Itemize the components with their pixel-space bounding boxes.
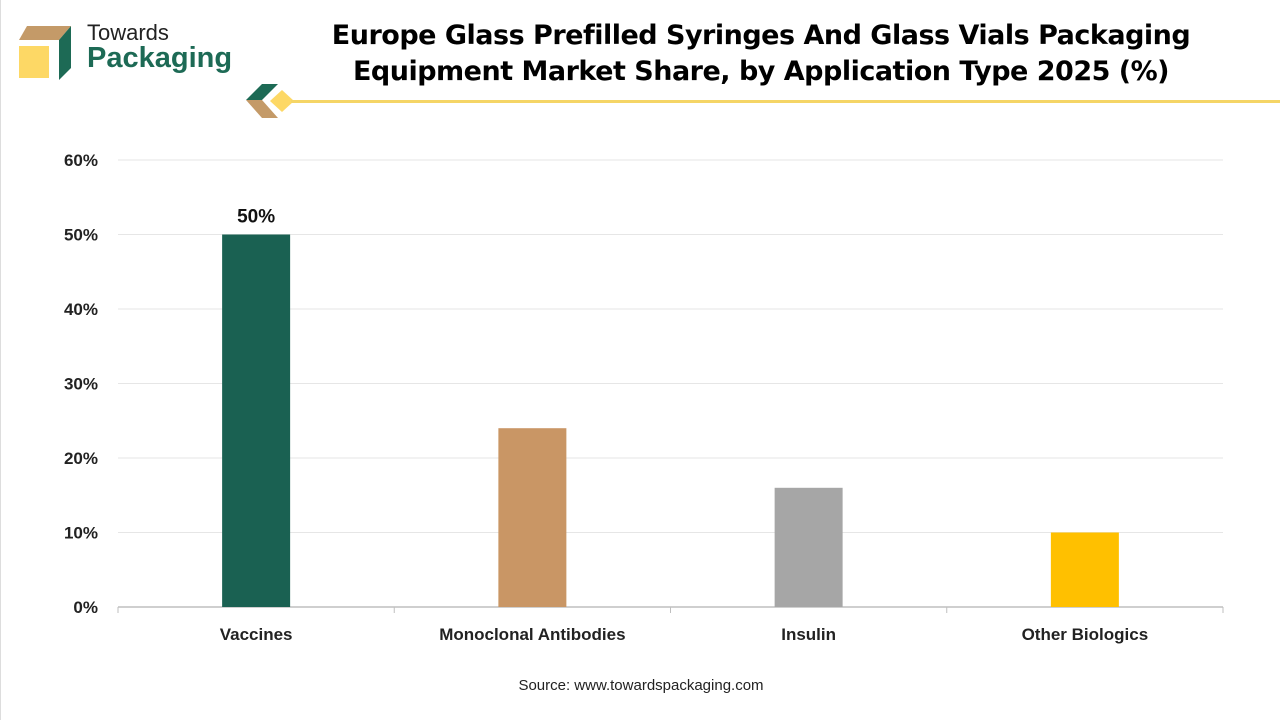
data-label: 50%	[237, 207, 275, 228]
bar-monoclonal-antibodies	[498, 428, 567, 607]
title-rule	[291, 100, 1280, 103]
y-tick-label: 60%	[64, 151, 98, 170]
y-tick-label: 50%	[64, 226, 98, 245]
x-tick-label: Insulin	[781, 625, 836, 644]
x-tick-label: Vaccines	[220, 625, 293, 644]
x-tick-label: Monoclonal Antibodies	[439, 625, 625, 644]
logo-icon	[19, 22, 79, 87]
divider-arrow-icon	[244, 82, 296, 127]
y-tick-label: 20%	[64, 449, 98, 468]
bar-vaccines	[222, 234, 291, 607]
bar-other-biologics	[1050, 532, 1119, 607]
y-tick-label: 0%	[73, 598, 98, 617]
brand-name-line1: Towards	[87, 20, 169, 45]
chart-title: Europe Glass Prefilled Syringes And Glas…	[331, 20, 1191, 87]
y-tick-label: 30%	[64, 375, 98, 394]
y-tick-label: 10%	[64, 524, 98, 543]
x-tick-label: Other Biologics	[1022, 625, 1149, 644]
bar-insulin	[774, 487, 843, 607]
brand-name-line2: Packaging	[87, 42, 233, 74]
y-tick-label: 40%	[64, 300, 98, 319]
source-note: Source: www.towardspackaging.com	[518, 677, 764, 694]
